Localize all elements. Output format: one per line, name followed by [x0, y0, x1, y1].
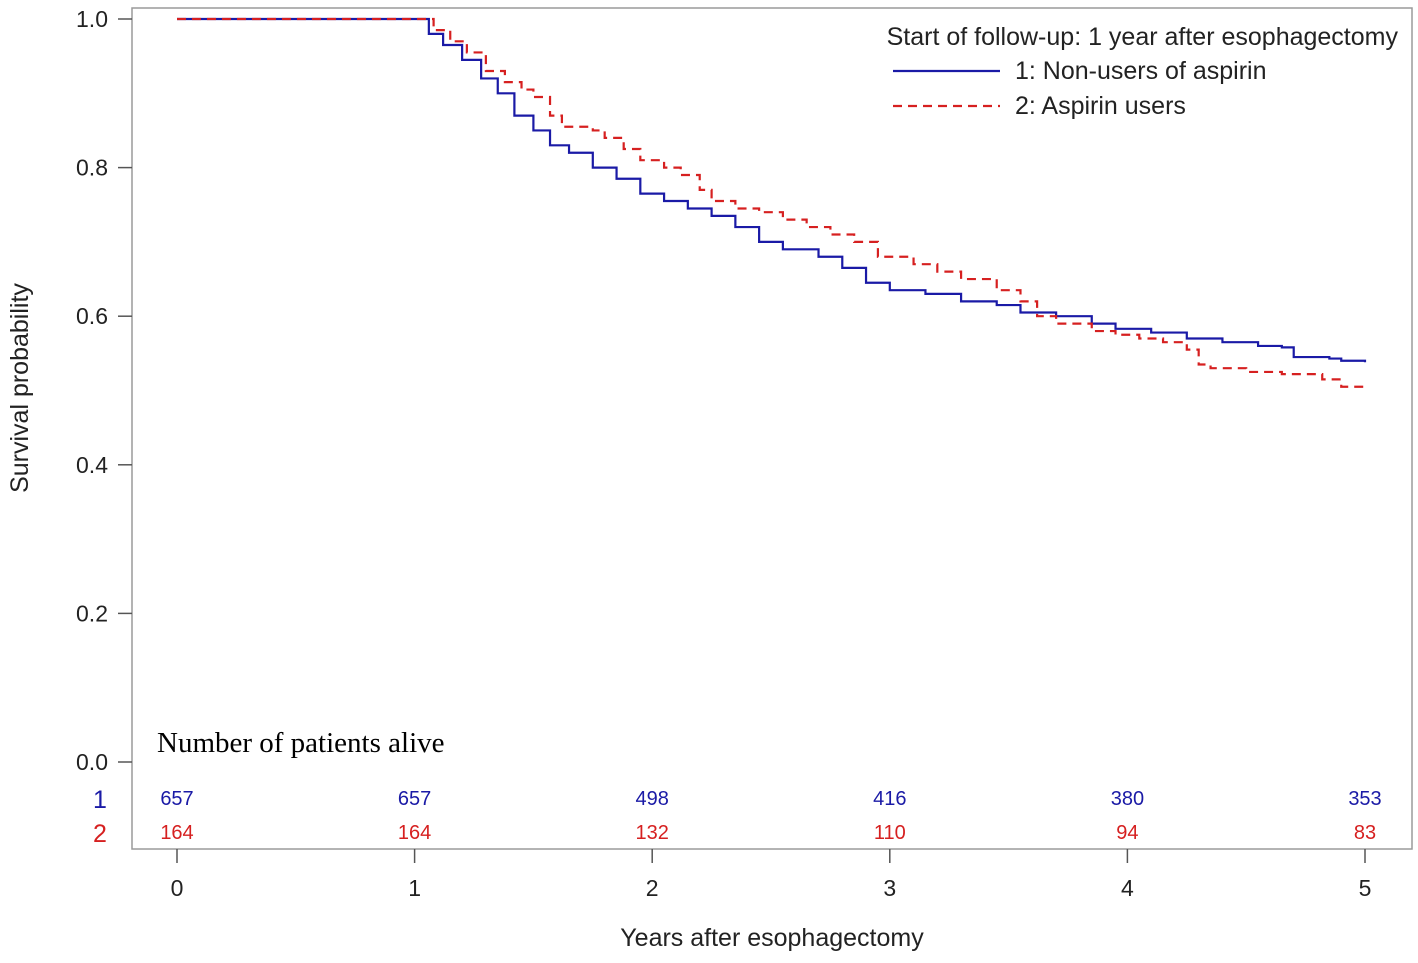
risk-count: 94	[1116, 822, 1138, 844]
risk-count: 380	[1111, 788, 1144, 810]
survival-curves	[177, 17, 1367, 389]
x-tick-label: 4	[1121, 875, 1134, 901]
risk-group-label-1: 1	[93, 786, 107, 814]
risk-table-title: Number of patients alive	[157, 727, 445, 759]
risk-group-label-2: 2	[93, 820, 107, 848]
x-axis: 0 1 2 3 4 5	[171, 849, 1372, 901]
y-tick-label: 0.0	[76, 749, 108, 775]
series-line-1	[177, 17, 1367, 363]
risk-count: 498	[636, 788, 669, 810]
x-tick-label: 5	[1359, 875, 1372, 901]
risk-count: 83	[1354, 822, 1376, 844]
y-tick-label: 0.4	[76, 452, 108, 478]
y-tick-label: 0.8	[76, 155, 108, 181]
y-tick-label: 0.6	[76, 303, 108, 329]
y-axis-title: Survival probability	[6, 283, 34, 493]
risk-table: Number of patients alive 1 657 657 498 416 38…	[93, 727, 1382, 848]
risk-count: 132	[636, 822, 669, 844]
x-axis-title: Years after esophagectomy	[620, 924, 924, 952]
y-tick-label: 1.0	[76, 6, 108, 32]
y-axis: 0.0 0.2 0.4 0.6 0.8 1.0	[76, 6, 132, 775]
plot-frame	[131, 7, 1413, 850]
series-line-2	[177, 17, 1367, 389]
risk-count: 110	[874, 822, 906, 844]
legend-title: Start of follow-up: 1 year after esophag…	[887, 23, 1399, 51]
risk-count: 353	[1348, 788, 1381, 810]
risk-count: 416	[873, 788, 906, 810]
x-tick-label: 2	[646, 875, 659, 901]
risk-count: 657	[398, 788, 431, 810]
risk-count: 657	[160, 788, 193, 810]
x-tick-label: 1	[408, 875, 421, 901]
risk-count: 164	[398, 822, 431, 844]
risk-count: 164	[160, 822, 193, 844]
y-tick-label: 0.2	[76, 600, 108, 626]
legend-label-2: 2: Aspirin users	[1015, 92, 1186, 120]
x-tick-label: 3	[883, 875, 896, 901]
legend-label-1: 1: Non-users of aspirin	[1015, 57, 1267, 85]
x-tick-label: 0	[171, 875, 184, 901]
legend: Start of follow-up: 1 year after esophag…	[887, 23, 1399, 120]
